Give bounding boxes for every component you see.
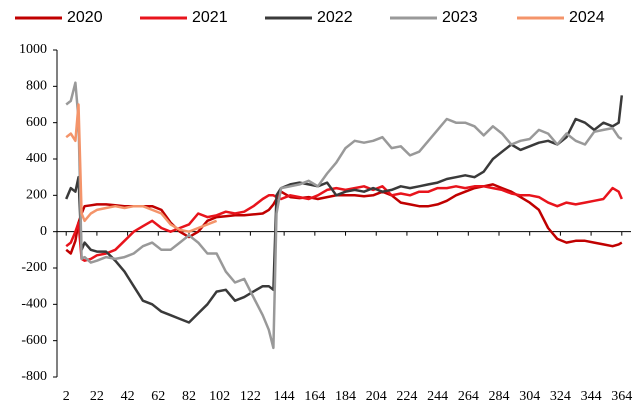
series-line: [65, 81, 623, 350]
y-tick-label: -200: [21, 260, 47, 275]
x-tick-label: 244: [427, 389, 448, 404]
y-tick-label: -400: [21, 297, 47, 312]
y-tick-label: 800: [26, 79, 47, 94]
series-line: [65, 103, 218, 233]
y-tick-label: -800: [21, 369, 47, 384]
legend-label: 2022: [317, 9, 353, 26]
y-tick-label: 200: [26, 188, 47, 203]
y-tick-label: 1000: [19, 42, 47, 57]
legend-label: 2024: [569, 9, 605, 26]
y-tick-label: 600: [26, 115, 47, 130]
x-tick-label: 144: [274, 389, 295, 404]
x-tick-label: 122: [240, 389, 261, 404]
x-tick-label: 324: [550, 389, 571, 404]
legend: 2020 2021 2022 2023 2024: [15, 9, 605, 26]
x-tick-label: 304: [519, 389, 540, 404]
y-tick-label: -600: [21, 333, 47, 348]
y-tick-label: 0: [40, 224, 47, 239]
legend-label: 2020: [67, 9, 103, 26]
legend-label: 2023: [442, 9, 478, 26]
legend-label: 2021: [192, 9, 228, 26]
x-tick-label: 264: [458, 389, 479, 404]
x-tick-label: 164: [304, 389, 325, 404]
x-tick-label: 204: [366, 389, 387, 404]
x-tick-label: 224: [396, 389, 417, 404]
x-tick-label: 22: [90, 389, 104, 404]
x-tick-label: 364: [611, 389, 632, 404]
x-tick-label: 2: [63, 389, 70, 404]
x-tick-label: 184: [335, 389, 356, 404]
x-tick-label: 344: [581, 389, 602, 404]
x-tick-label: 62: [151, 389, 165, 404]
x-tick-label: 102: [209, 389, 230, 404]
x-tick-label: 284: [489, 389, 510, 404]
x-tick-label: 82: [182, 389, 196, 404]
y-tick-label: 400: [26, 151, 47, 166]
series-line: [65, 95, 624, 324]
series-line: [65, 185, 623, 262]
x-tick-label: 42: [121, 389, 135, 404]
